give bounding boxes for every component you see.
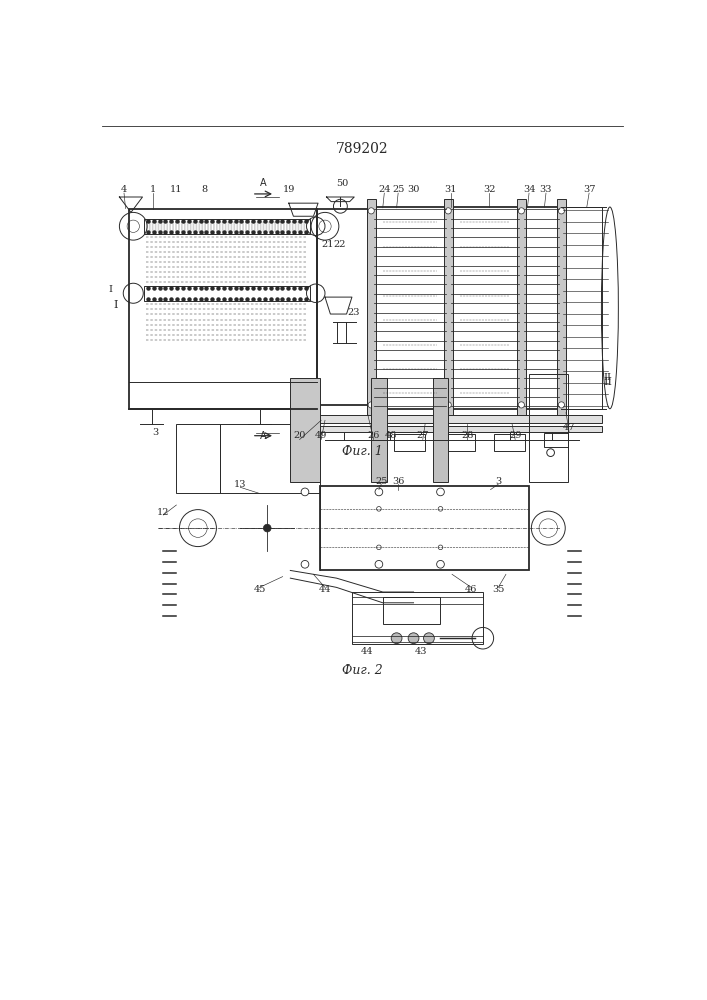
Text: 25: 25 — [392, 185, 404, 194]
Bar — [557, 199, 566, 416]
Bar — [291, 378, 320, 482]
Text: 45: 45 — [253, 585, 266, 594]
Text: 29: 29 — [509, 431, 521, 440]
Text: 8: 8 — [201, 185, 207, 194]
Text: 23: 23 — [347, 308, 360, 317]
Text: II: II — [604, 373, 612, 382]
Bar — [433, 378, 448, 482]
Text: 49: 49 — [315, 431, 327, 440]
Text: 19: 19 — [283, 185, 295, 194]
Text: A: A — [260, 178, 267, 188]
Circle shape — [391, 633, 402, 644]
Circle shape — [518, 402, 525, 408]
Text: Фиг. 1: Фиг. 1 — [341, 445, 382, 458]
Bar — [544, 433, 568, 447]
Text: 3: 3 — [495, 477, 501, 486]
Text: 21: 21 — [321, 240, 334, 249]
Circle shape — [438, 507, 443, 511]
Bar — [448, 207, 521, 409]
Bar — [561, 207, 602, 409]
Bar — [144, 219, 310, 234]
Text: 24: 24 — [378, 185, 390, 194]
Text: 48: 48 — [385, 431, 397, 440]
Text: 1: 1 — [150, 185, 156, 194]
Text: 50: 50 — [337, 179, 349, 188]
Circle shape — [445, 208, 451, 214]
Bar — [317, 415, 602, 423]
Text: 37: 37 — [583, 185, 595, 194]
Text: 43: 43 — [415, 647, 428, 656]
Text: 44: 44 — [361, 647, 373, 656]
Circle shape — [301, 560, 309, 568]
Text: A: A — [260, 431, 267, 441]
Bar — [317, 426, 602, 432]
Circle shape — [377, 507, 381, 511]
Circle shape — [437, 560, 444, 568]
Bar — [371, 378, 387, 482]
Circle shape — [264, 524, 271, 532]
Bar — [317, 209, 371, 405]
Text: I: I — [113, 300, 118, 310]
Text: 3: 3 — [153, 428, 158, 437]
Text: 44: 44 — [319, 585, 332, 594]
Circle shape — [377, 545, 381, 550]
Circle shape — [301, 488, 309, 496]
Bar — [494, 434, 525, 451]
Text: 28: 28 — [461, 431, 474, 440]
Circle shape — [375, 560, 382, 568]
Bar — [444, 434, 475, 451]
Text: Фиг. 2: Фиг. 2 — [341, 664, 382, 677]
Text: 47: 47 — [563, 424, 575, 432]
Text: 4: 4 — [121, 185, 127, 194]
Circle shape — [437, 488, 444, 496]
Text: 36: 36 — [392, 477, 404, 486]
Bar — [320, 486, 529, 570]
Text: 46: 46 — [465, 585, 477, 594]
Bar — [366, 199, 376, 416]
Text: 34: 34 — [522, 185, 535, 194]
Bar — [144, 286, 310, 301]
Text: 31: 31 — [444, 185, 457, 194]
Circle shape — [368, 402, 374, 408]
Circle shape — [408, 633, 419, 644]
Bar — [395, 434, 425, 451]
Bar — [176, 424, 219, 493]
Text: 12: 12 — [157, 508, 170, 517]
Text: 20: 20 — [293, 431, 305, 440]
Text: 789202: 789202 — [336, 142, 388, 156]
Bar — [443, 199, 452, 416]
Text: II: II — [603, 377, 612, 387]
Bar — [129, 209, 317, 409]
Circle shape — [559, 402, 564, 408]
Circle shape — [438, 545, 443, 550]
Text: 25: 25 — [375, 477, 387, 486]
Bar — [219, 424, 320, 493]
Text: 35: 35 — [492, 585, 504, 594]
Bar — [371, 207, 448, 409]
Bar — [352, 592, 483, 644]
Bar — [529, 374, 568, 482]
Text: 13: 13 — [234, 480, 247, 489]
Text: 11: 11 — [170, 185, 182, 194]
Text: 30: 30 — [407, 185, 420, 194]
Circle shape — [423, 633, 434, 644]
Bar — [521, 207, 561, 409]
Circle shape — [368, 208, 374, 214]
Circle shape — [518, 208, 525, 214]
Circle shape — [445, 402, 451, 408]
Text: 22: 22 — [334, 240, 346, 249]
Circle shape — [375, 488, 382, 496]
Bar — [382, 597, 440, 624]
Text: 26: 26 — [368, 431, 380, 440]
Bar — [517, 199, 526, 416]
Circle shape — [559, 208, 564, 214]
Text: I: I — [108, 285, 112, 294]
Text: 27: 27 — [416, 431, 429, 440]
Text: 32: 32 — [483, 185, 495, 194]
Text: 33: 33 — [539, 185, 552, 194]
